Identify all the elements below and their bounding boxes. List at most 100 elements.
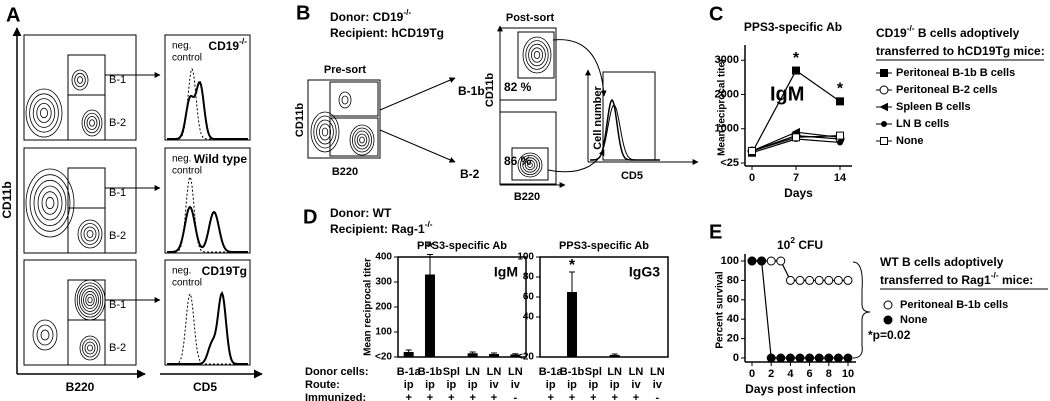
bar [403,352,414,357]
gate [67,319,106,366]
contour [83,291,97,309]
bar [425,274,435,357]
marker [792,133,800,142]
y-tick-label: 3000 [715,54,739,66]
connector [547,149,605,173]
gate-label: B-1 [109,74,126,86]
legend-label: Peritoneal B-1b cells [900,299,1008,311]
control-label: neg. [172,41,191,52]
control-label: control [172,166,202,177]
text-part: CFU [795,238,823,252]
text-part: mice: [999,273,1034,287]
contour [36,324,54,346]
axis-label: B220 [514,191,540,203]
gate [67,279,106,321]
marker [776,256,786,266]
contour [79,335,101,361]
immunized: + [469,392,475,401]
bar [510,354,521,357]
gate-label: B-2 [460,167,480,181]
frame [307,79,381,159]
histogram-curve [167,205,248,253]
y-axis-label: Mean reciprocal titer [363,258,374,356]
contour [87,296,93,304]
control-label: control [172,278,202,289]
contour [37,185,63,221]
donor-label: Donor: CD19-/- [330,7,411,24]
donor-cells: LN [487,366,502,378]
contour [359,136,365,144]
chart-title: PPS3-specific Ab [417,240,507,252]
percentage: 86 % [504,154,532,168]
marker [836,97,844,106]
donor-cells: Spl [443,366,460,378]
legend-title: transferred to Rag1-/- mice: [880,270,1033,287]
contour [310,111,340,153]
contour [351,127,372,153]
control-label: neg. [172,266,191,277]
contour [40,329,50,341]
contour [33,179,67,227]
contour [354,130,370,150]
x-tick-label: 6 [807,368,813,380]
x-tick-label: 0 [749,172,755,184]
legend-label: LN B cells [896,118,949,130]
immunized: + [491,392,497,401]
gate-label: B-2 [109,230,126,242]
contour [82,338,98,358]
immunized: + [547,392,553,401]
contour [321,127,329,137]
contour [89,119,95,127]
marker [776,353,786,363]
gate-label: B-2 [109,342,126,354]
y-tick-label: 20 [727,333,739,345]
histogram-curve [167,175,248,253]
row-label: Immunized: [305,392,366,401]
contour [341,95,349,105]
histogram-curve [167,80,248,140]
significance-star: * [837,81,844,98]
contour [84,341,96,355]
route: iv [631,379,641,391]
text-part: transferred to Rag1 [880,273,991,287]
text-part: Donor: CD19 [330,10,404,24]
x-tick-label: 10 [842,368,854,380]
text-part: -/- [991,270,999,280]
marker [766,256,776,266]
contour [40,107,49,119]
chart-title: PPS3-specific Ab [559,240,649,252]
gate [67,167,106,209]
contour [71,69,89,91]
marker [880,137,888,145]
contour [313,115,337,149]
gate [511,147,549,181]
y-tick-label: 40 [523,312,535,323]
route: ip [567,379,577,391]
contour [81,109,103,137]
contour [84,112,100,134]
legend-label: Spleen B cells [896,101,971,113]
x-tick-label: 8 [826,368,832,380]
donor-cells: LN [508,366,523,378]
marker [785,275,795,285]
histogram-label: CD19Tg [202,264,247,278]
marker [814,275,824,285]
text-part: B cells adoptively [915,26,1020,40]
donor-cells: Spl [585,366,602,378]
panel-label: D [303,206,317,228]
marker [824,353,834,363]
significance-star: * [427,240,434,257]
marker [836,131,844,140]
axis-label: CD5 [621,170,643,182]
donor-cells: LN [629,366,644,378]
text-part: -/- [425,219,433,229]
legend-title: CD19-/- B cells adoptively [876,23,1020,40]
contour [86,230,94,238]
frame [499,111,557,185]
y-tick-label: 40 [727,313,739,325]
marker [814,353,824,363]
contour [25,168,75,238]
isotype-label: IgM [770,83,804,105]
contour [531,47,544,63]
route: ip [404,379,414,391]
